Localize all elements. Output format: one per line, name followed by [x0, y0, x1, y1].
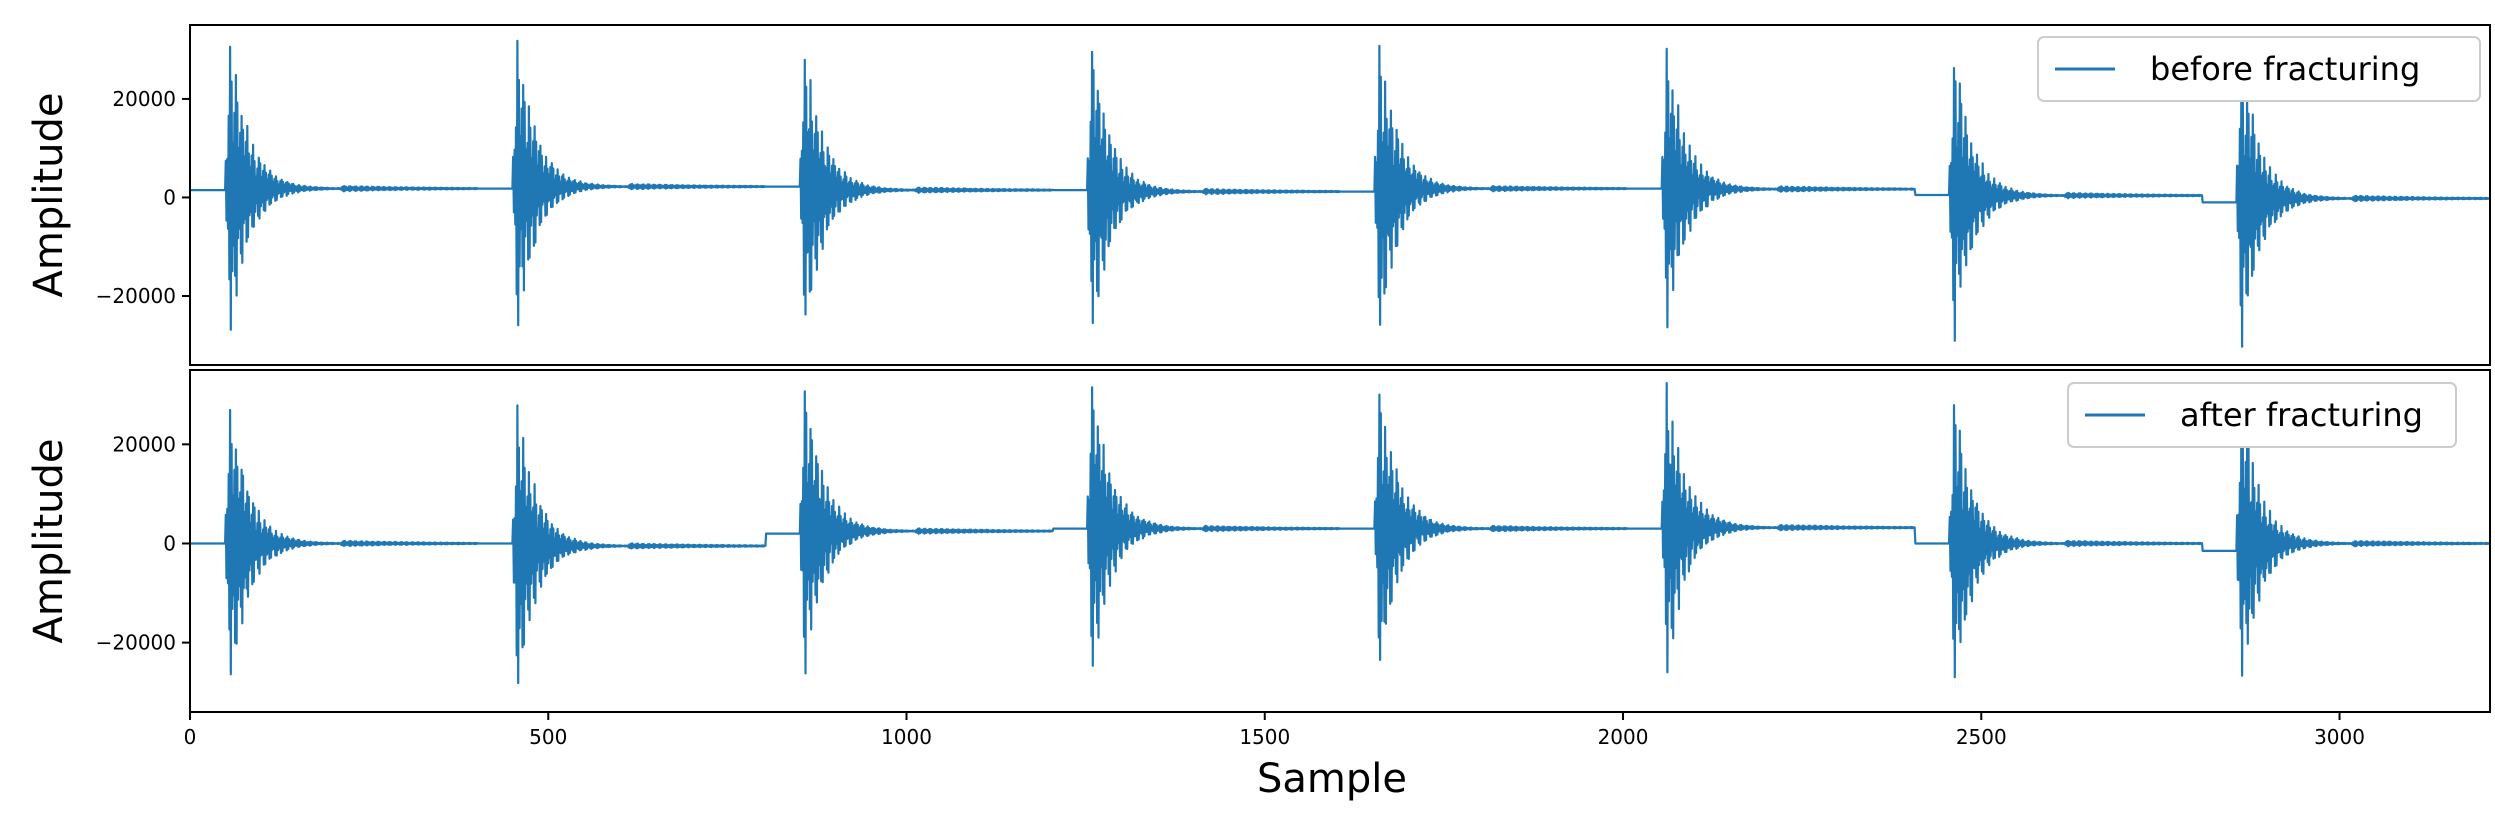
- before-fracturing-trace: [190, 39, 2490, 348]
- top-y-tick-label: 0: [163, 185, 176, 209]
- x-tick-label: 1000: [881, 725, 932, 749]
- bottom-panel: −20000 0 20000 0 500 1000 1500 2000 2500 3000 Am…: [26, 369, 2491, 802]
- x-tick-label: 1500: [1239, 725, 1290, 749]
- x-tick-label: 2500: [1956, 725, 2007, 749]
- top-y-tick-label: 20000: [112, 87, 176, 111]
- bottom-series-line: [190, 382, 2490, 685]
- x-tick-label: 500: [529, 725, 567, 749]
- after-fracturing-trace: [190, 382, 2490, 685]
- x-tick-label: 2000: [1598, 725, 1649, 749]
- top-y-tick-label: −20000: [96, 284, 176, 308]
- top-legend-box: [2037, 36, 2481, 102]
- bottom-y-ticks: −20000 0 20000: [96, 432, 190, 655]
- x-axis-label: Sample: [1257, 756, 1407, 802]
- top-legend: before fracturing: [2037, 36, 2481, 102]
- bottom-x-ticks: 0 500 1000 1500 2000 2500 3000: [184, 712, 2365, 749]
- top-plot-frame: [189, 24, 2491, 366]
- x-tick-label: 0: [184, 725, 197, 749]
- bottom-legend: after fracturing: [2067, 382, 2457, 448]
- bottom-legend-label: after fracturing: [2180, 396, 2423, 434]
- x-tick-label: 3000: [2314, 725, 2365, 749]
- top-series-line: [190, 39, 2490, 348]
- top-y-axis-label: Amplitude: [26, 93, 72, 298]
- bottom-y-tick-label: −20000: [96, 631, 176, 655]
- top-legend-label: before fracturing: [2150, 50, 2420, 88]
- bottom-y-tick-label: 0: [163, 531, 176, 555]
- bottom-y-tick-label: 20000: [112, 432, 176, 456]
- bottom-plot-frame: [189, 369, 2491, 713]
- bottom-y-axis-label: Amplitude: [26, 439, 72, 644]
- bottom-legend-box: [2067, 382, 2457, 448]
- top-y-ticks: −20000 0 20000: [96, 87, 190, 308]
- top-panel: −20000 0 20000 Amplitude before fracturing: [26, 24, 2491, 366]
